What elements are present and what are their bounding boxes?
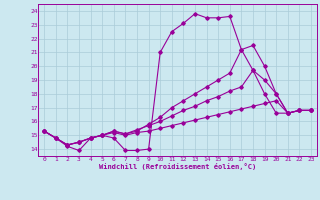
- X-axis label: Windchill (Refroidissement éolien,°C): Windchill (Refroidissement éolien,°C): [99, 163, 256, 170]
